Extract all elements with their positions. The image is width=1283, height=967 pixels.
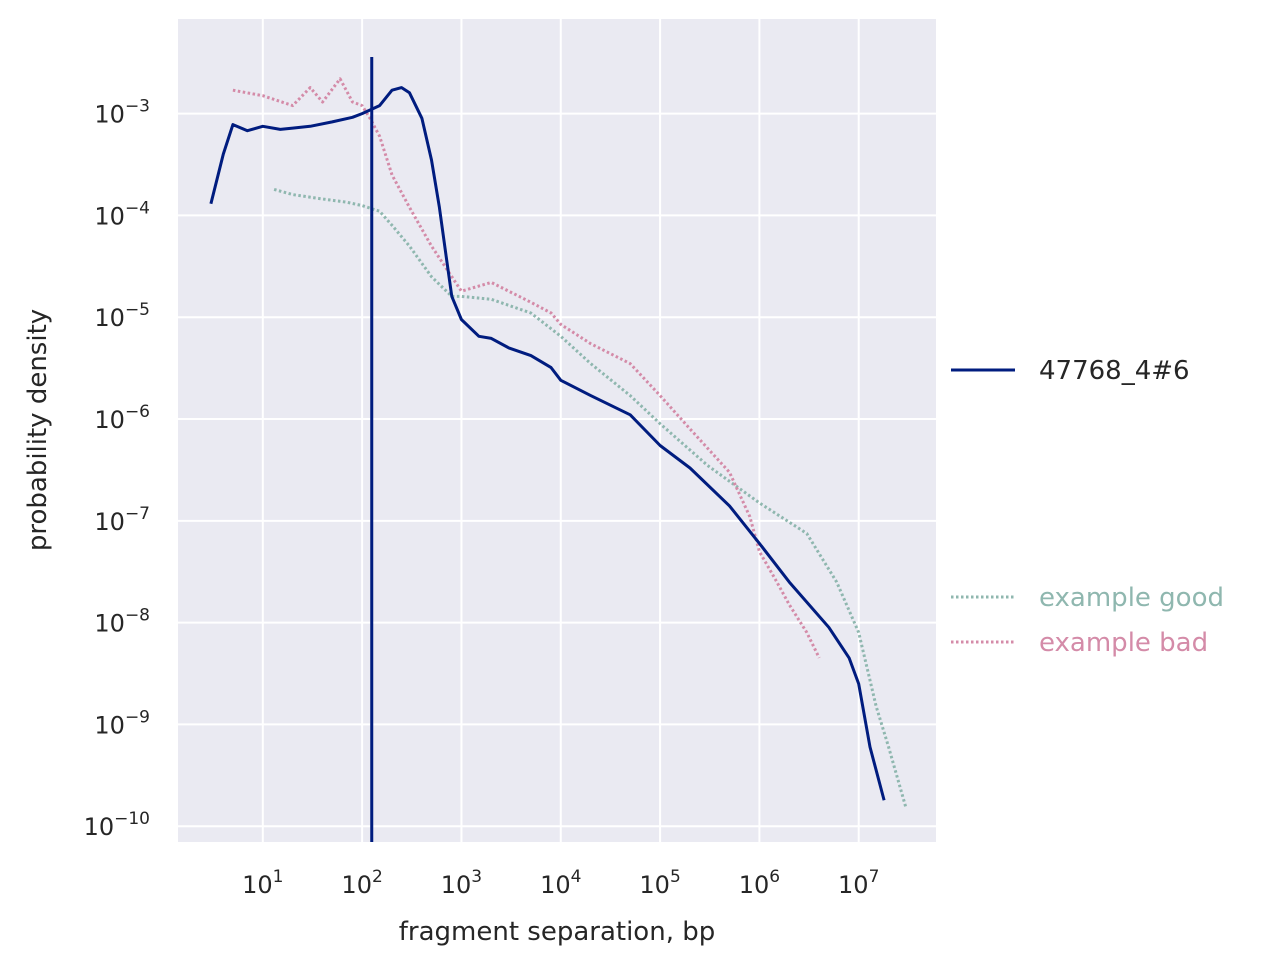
y-tick-label-base: 10 xyxy=(94,304,125,332)
x-tick-label-base: 10 xyxy=(441,871,472,899)
y-tick-label-base: 10 xyxy=(94,101,125,129)
y-tick-label-exponent: −10 xyxy=(114,809,150,829)
y-tick-label-exponent: −4 xyxy=(125,198,150,218)
legend-label: example good xyxy=(1039,583,1224,613)
gridlines xyxy=(178,19,936,842)
y-tick-label: 10−9 xyxy=(94,707,150,739)
y-tick-label-base: 10 xyxy=(94,711,125,739)
x-tick-label-base: 10 xyxy=(540,871,571,899)
x-tick-label: 101 xyxy=(242,867,283,899)
x-tick-label-base: 10 xyxy=(838,871,869,899)
y-tick-label-base: 10 xyxy=(94,508,125,536)
y-tick-label: 10−10 xyxy=(84,809,150,841)
y-tick-label-exponent: −9 xyxy=(125,707,150,727)
series-line-47768-4-6 xyxy=(209,86,886,801)
series-layer xyxy=(209,57,908,842)
x-tick-label: 106 xyxy=(739,867,780,899)
x-tick-label: 102 xyxy=(341,867,382,899)
x-tick-label-exponent: 3 xyxy=(471,867,482,887)
x-tick-label-exponent: 2 xyxy=(372,867,383,887)
y-tick-label: 10−6 xyxy=(94,402,150,434)
y-tick-label-base: 10 xyxy=(94,406,125,434)
y-tick-label-exponent: −7 xyxy=(125,504,150,524)
y-tick-label-base: 10 xyxy=(94,610,125,638)
tick-labels: 101 102 103 104 105 106 10710−310−410−510−610−… xyxy=(84,97,880,899)
y-tick-label-exponent: −8 xyxy=(125,606,150,626)
x-axis-label: fragment separation, bp xyxy=(399,917,715,947)
x-tick-label-base: 10 xyxy=(639,871,670,899)
series-line-example-bad xyxy=(232,77,821,659)
legend-label: 47768_4#6 xyxy=(1039,356,1190,386)
y-tick-label-base: 10 xyxy=(94,202,125,230)
x-tick-label-exponent: 7 xyxy=(869,867,880,887)
y-tick-label: 10−4 xyxy=(94,198,150,230)
x-tick-label-base: 10 xyxy=(341,871,372,899)
y-tick-label: 10−8 xyxy=(94,606,150,638)
series-line-example-good xyxy=(273,187,908,809)
y-tick-label: 10−7 xyxy=(94,504,150,536)
x-tick-label-exponent: 5 xyxy=(670,867,681,887)
y-tick-label-exponent: −5 xyxy=(125,300,150,320)
y-tick-label-exponent: −6 xyxy=(125,402,150,422)
x-tick-label: 103 xyxy=(441,867,482,899)
y-axis-label: probability density xyxy=(23,309,53,551)
y-tick-label-base: 10 xyxy=(84,813,115,841)
y-tick-label-exponent: −3 xyxy=(125,97,150,117)
y-tick-label: 10−3 xyxy=(94,97,150,129)
y-tick-label: 10−5 xyxy=(94,300,150,332)
x-tick-label-exponent: 4 xyxy=(571,867,582,887)
x-tick-label-exponent: 6 xyxy=(769,867,780,887)
x-tick-label-exponent: 1 xyxy=(273,867,284,887)
x-tick-label: 105 xyxy=(639,867,680,899)
x-tick-label-base: 10 xyxy=(739,871,770,899)
x-tick-label: 107 xyxy=(838,867,879,899)
x-tick-label: 104 xyxy=(540,867,581,899)
legend-label: example bad xyxy=(1039,628,1208,658)
x-tick-label-base: 10 xyxy=(242,871,273,899)
plot-area xyxy=(178,19,936,842)
